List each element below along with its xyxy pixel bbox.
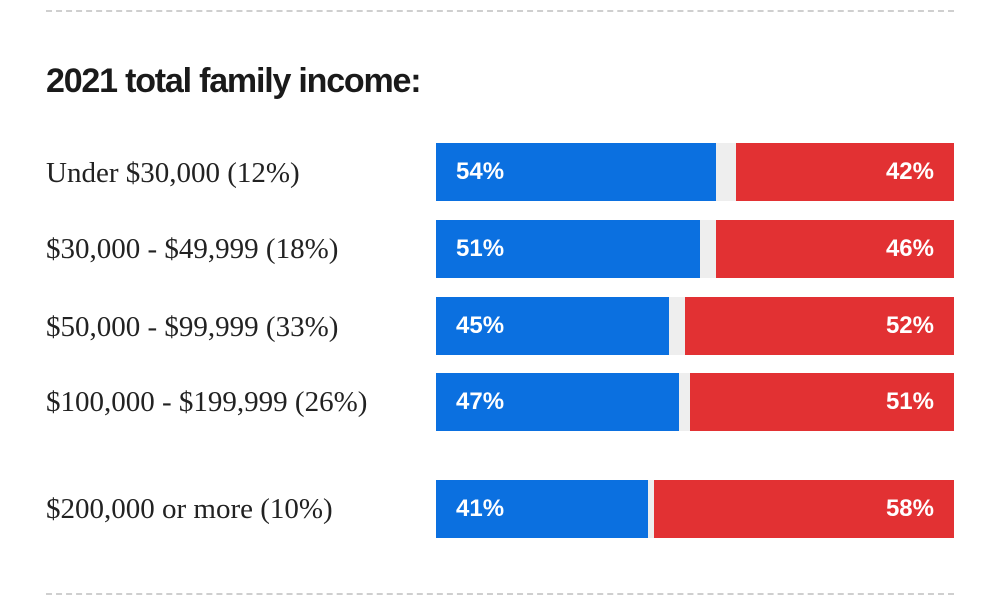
bar-segment-blue: 54% — [436, 143, 716, 201]
bar-track: 51% 46% — [436, 220, 954, 278]
data-label-red: 46% — [885, 235, 934, 262]
data-label-blue: 51% — [456, 235, 505, 262]
data-label-red: 42% — [885, 158, 934, 185]
data-label-blue: 47% — [456, 388, 505, 415]
bar-segment-red: 51% — [689, 373, 954, 431]
data-label-blue: 45% — [456, 312, 505, 339]
bar-track: 47% 51% — [436, 373, 954, 431]
data-label-blue: 41% — [456, 495, 505, 522]
category-label: $30,000 - $49,999 (18%) — [46, 233, 339, 265]
bar-segment-red: 58% — [653, 480, 954, 538]
bar-segment-red: 52% — [684, 297, 954, 355]
data-label-red: 58% — [885, 495, 934, 522]
category-label: $200,000 or more (10%) — [46, 493, 333, 525]
data-label-blue: 54% — [456, 158, 505, 185]
bar-segment-blue: 41% — [436, 480, 649, 538]
bar-segment-red: 46% — [715, 220, 954, 278]
data-label-red: 52% — [885, 312, 934, 339]
bar-track: 54% 42% — [436, 143, 954, 201]
bar-segment-blue: 51% — [436, 220, 701, 278]
data-label-red: 51% — [885, 388, 934, 415]
top-divider — [46, 10, 954, 12]
category-label: $50,000 - $99,999 (33%) — [46, 311, 339, 343]
category-label: Under $30,000 (12%) — [46, 157, 300, 189]
bar-track: 45% 52% — [436, 297, 954, 355]
bar-segment-red: 42% — [736, 143, 954, 201]
bar-segment-blue: 45% — [436, 297, 670, 355]
bar-track: 41% 58% — [436, 480, 954, 538]
chart-title: 2021 total family income: — [46, 62, 422, 100]
bottom-divider — [46, 593, 954, 595]
bar-segment-blue: 47% — [436, 373, 680, 431]
category-label: $100,000 - $199,999 (26%) — [46, 386, 368, 418]
